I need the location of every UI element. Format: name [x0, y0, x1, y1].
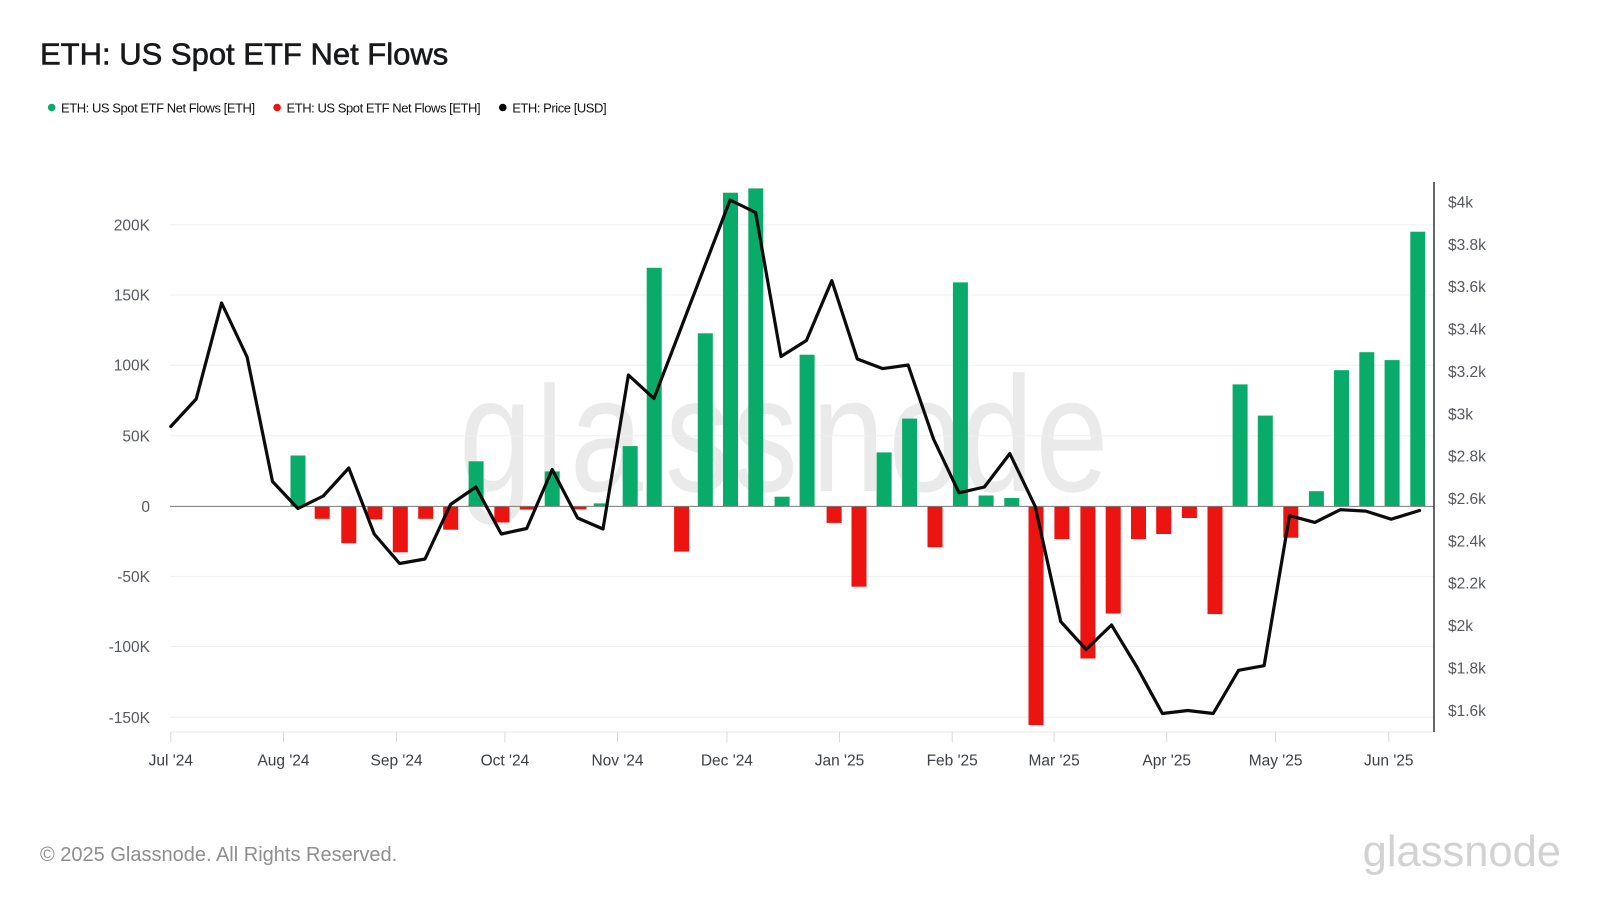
- svg-text:-50K: -50K: [117, 569, 150, 586]
- svg-text:$1.8k: $1.8k: [1448, 661, 1486, 678]
- svg-text:$2k: $2k: [1448, 618, 1473, 635]
- svg-text:100K: 100K: [114, 358, 151, 375]
- svg-text:ETH: Price [USD]: ETH: Price [USD]: [512, 101, 606, 116]
- svg-text:$2.8k: $2.8k: [1448, 449, 1486, 466]
- svg-text:-150K: -150K: [109, 710, 151, 727]
- svg-text:$2.6k: $2.6k: [1448, 491, 1486, 508]
- svg-text:e: e: [1036, 344, 1109, 526]
- svg-text:$3.8k: $3.8k: [1448, 237, 1486, 254]
- svg-text:Mar '25: Mar '25: [1028, 753, 1079, 770]
- svg-text:Oct '24: Oct '24: [481, 753, 530, 770]
- svg-text:Nov '24: Nov '24: [591, 753, 643, 770]
- svg-text:200K: 200K: [114, 217, 151, 234]
- svg-text:Dec '24: Dec '24: [701, 753, 753, 770]
- svg-text:o: o: [889, 344, 962, 526]
- svg-text:Apr '25: Apr '25: [1142, 753, 1191, 770]
- svg-text:May '25: May '25: [1249, 753, 1303, 770]
- svg-text:ETH: US Spot ETF Net Flows [ET: ETH: US Spot ETF Net Flows [ETH]: [61, 101, 255, 116]
- svg-text:50K: 50K: [122, 428, 150, 445]
- svg-text:ETH: US Spot ETF Net Flows: ETH: US Spot ETF Net Flows: [40, 37, 448, 72]
- svg-text:Feb '25: Feb '25: [927, 753, 978, 770]
- svg-text:0: 0: [141, 499, 150, 516]
- svg-text:$1.6k: $1.6k: [1448, 703, 1486, 720]
- svg-text:-100K: -100K: [109, 639, 151, 656]
- svg-text:© 2025 Glassnode. All Rights R: © 2025 Glassnode. All Rights Reserved.: [40, 844, 397, 866]
- svg-text:Sep '24: Sep '24: [371, 753, 423, 770]
- svg-text:$4k: $4k: [1448, 195, 1473, 212]
- svg-text:d: d: [961, 344, 1034, 526]
- svg-text:Jun '25: Jun '25: [1364, 753, 1414, 770]
- svg-text:Jul '24: Jul '24: [149, 753, 194, 770]
- svg-text:$2.4k: $2.4k: [1448, 533, 1486, 550]
- svg-text:ETH: US Spot ETF Net Flows [ET: ETH: US Spot ETF Net Flows [ETH]: [287, 101, 481, 116]
- svg-text:Aug '24: Aug '24: [257, 753, 309, 770]
- svg-text:$3.4k: $3.4k: [1448, 322, 1486, 339]
- svg-text:glassnode: glassnode: [1363, 828, 1561, 876]
- svg-text:$3.2k: $3.2k: [1448, 364, 1486, 381]
- svg-text:s: s: [732, 344, 798, 526]
- svg-text:150K: 150K: [114, 288, 151, 305]
- svg-text:$3.6k: $3.6k: [1448, 279, 1486, 296]
- svg-text:$2.2k: $2.2k: [1448, 576, 1486, 593]
- svg-text:n: n: [812, 344, 885, 526]
- svg-text:$3k: $3k: [1448, 406, 1473, 423]
- svg-text:Jan '25: Jan '25: [815, 753, 865, 770]
